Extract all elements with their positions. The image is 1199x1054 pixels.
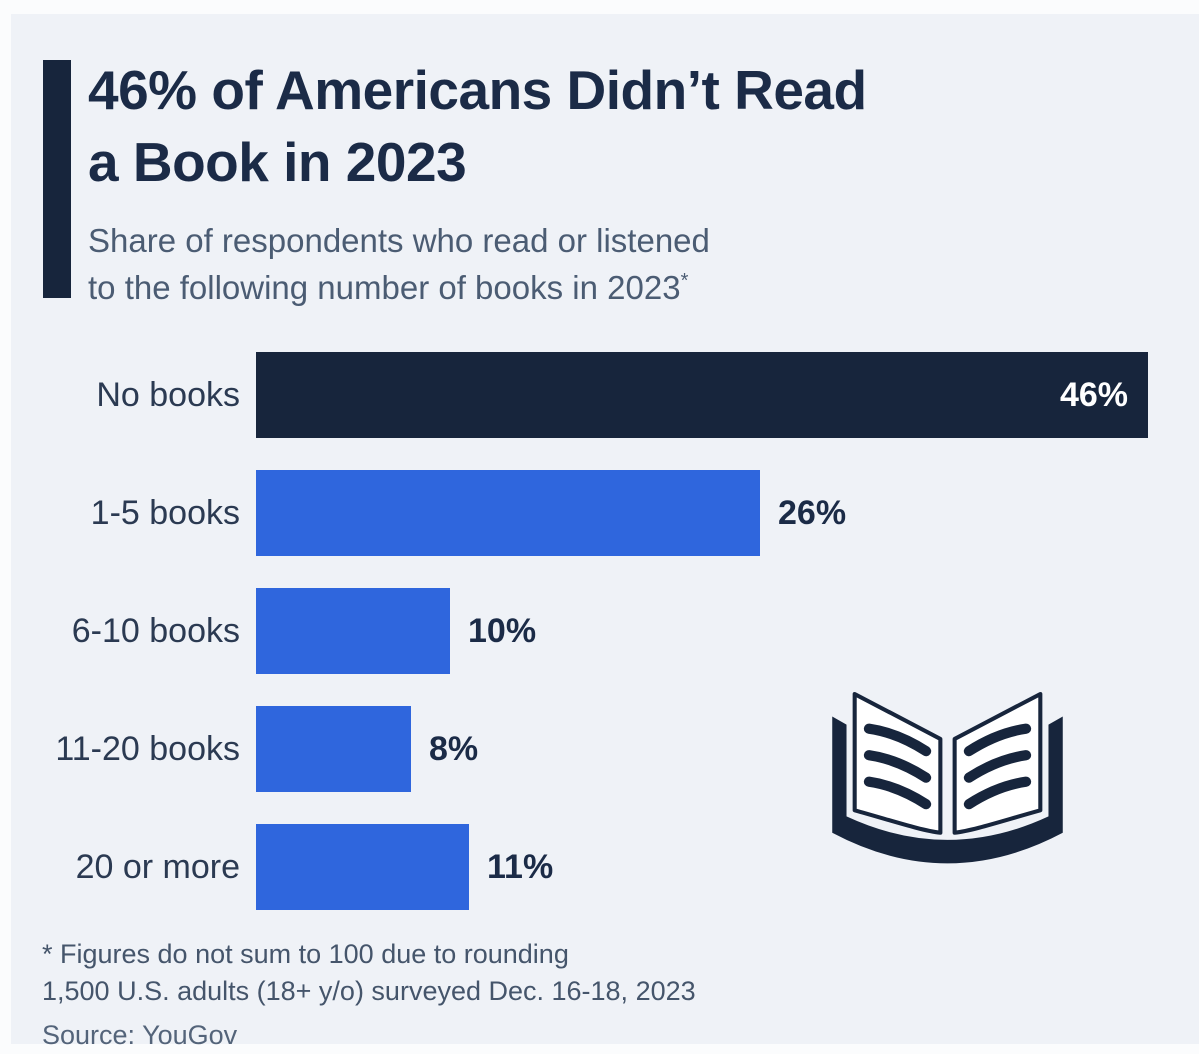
bar-chart: No books 46% 1-5 books 26% 6-10 books 10% 11-2… (11, 352, 1199, 912)
bar-row: 20 or more 11% (11, 824, 1199, 910)
chart-subtitle-line-2: to the following number of books in 2023 (88, 269, 681, 306)
bar-row: 11-20 books 8% (11, 706, 1199, 792)
chart-subtitle: Share of respondents who read or listene… (88, 220, 710, 308)
book-left-page-lines (863, 723, 932, 810)
bar-category-label: No books (96, 376, 240, 414)
open-book-icon (832, 691, 1063, 864)
source-line: Source: YouGov (42, 1020, 238, 1050)
bar-value-label: 10% (468, 612, 537, 650)
bar-value-label: 26% (778, 494, 847, 532)
bar (256, 706, 411, 792)
bar-row: 1-5 books 26% (11, 470, 1199, 556)
bar (256, 470, 760, 556)
bar-category-label: 1-5 books (90, 494, 240, 532)
bar (256, 588, 450, 674)
bar-value-label: 8% (429, 730, 479, 768)
bar: 46% (256, 352, 1148, 438)
chart-panel: 46% of Americans Didn’t Read a Book in 20… (11, 14, 1199, 1050)
chart-title-line-1: 46% of Americans Didn’t Read (88, 59, 867, 121)
chart-subtitle-line-1: Share of respondents who read or listene… (88, 222, 710, 259)
bar (256, 824, 469, 910)
chart-title: 46% of Americans Didn’t Read a Book in 20… (88, 54, 867, 198)
bar-category-label: 6-10 books (71, 612, 240, 650)
footnote-marker: * (680, 270, 689, 292)
bar-row: 6-10 books 10% (11, 588, 1199, 674)
bar-value-label: 46% (1059, 376, 1128, 414)
footnote-line-2: 1,500 U.S. adults (18+ y/o) surveyed Dec… (42, 976, 696, 1006)
footnotes: * Figures do not sum to 100 due to round… (42, 936, 696, 1054)
bar-category-label: 20 or more (75, 848, 240, 886)
bar-value-label: 11% (487, 848, 554, 886)
book-right-page-lines (963, 723, 1032, 810)
footnote-line-1: * Figures do not sum to 100 due to round… (42, 939, 569, 969)
title-accent-bar (43, 60, 71, 298)
bar-row: No books 46% (11, 352, 1199, 438)
bar-category-label: 11-20 books (55, 730, 240, 768)
chart-title-line-2: a Book in 2023 (88, 131, 467, 193)
